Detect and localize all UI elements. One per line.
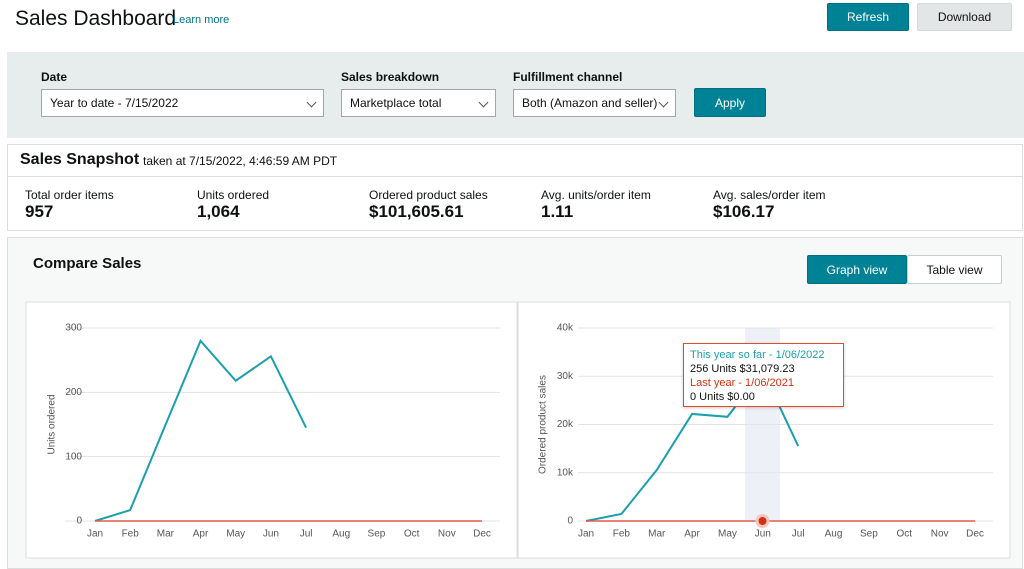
download-button[interactable]: Download	[917, 3, 1012, 31]
x-tick-label: Jul	[300, 529, 313, 540]
x-tick-label: Apr	[193, 529, 209, 540]
x-tick-label: Aug	[825, 529, 843, 540]
page-title: Sales Dashboard	[15, 7, 177, 30]
learn-more-link[interactable]: Learn more	[173, 14, 230, 26]
y-tick-label: 30k	[557, 371, 574, 382]
tooltip-line: 256 Units $31,079.23	[690, 363, 795, 375]
x-tick-label: Nov	[931, 529, 949, 540]
chart-box	[25, 301, 518, 559]
metric-label: Units ordered	[197, 188, 270, 202]
x-tick-label: Jan	[87, 529, 103, 540]
snapshot-title: Sales Snapshot	[20, 151, 140, 168]
snapshot-panel	[7, 144, 1023, 231]
tooltip-line: 0 Units $0.00	[690, 391, 755, 403]
x-tick-label: May	[226, 529, 245, 540]
series-line	[94, 339, 307, 522]
table-view-toggle[interactable]: Table view	[907, 255, 1002, 284]
y-tick-label: 40k	[557, 323, 574, 334]
refresh-button[interactable]: Refresh	[827, 3, 909, 31]
metric-label: Avg. sales/order item	[713, 188, 826, 202]
y-tick-label: 0	[567, 516, 573, 527]
compare-title: Compare Sales	[33, 255, 142, 272]
metric-value: 1,064	[197, 202, 240, 221]
apply-button[interactable]: Apply	[694, 88, 766, 117]
x-tick-label: Aug	[332, 529, 350, 540]
graph-view-toggle[interactable]: Graph view	[807, 255, 907, 284]
y-tick-label: 0	[76, 516, 82, 527]
x-tick-label: Mar	[157, 529, 175, 540]
y-tick-label: 100	[65, 451, 82, 462]
x-tick-label: Feb	[613, 529, 631, 540]
x-tick-label: May	[718, 529, 737, 540]
y-tick-label: 200	[65, 387, 82, 398]
metric-label: Ordered product sales	[369, 188, 488, 202]
y-tick-label: 10k	[557, 467, 574, 478]
x-tick-label: Sep	[860, 529, 878, 540]
tooltip: This year so far - 1/06/2022 256 Units $…	[683, 343, 844, 407]
tooltip-line: Last year - 1/06/2021	[690, 377, 794, 389]
x-tick-label: Apr	[684, 529, 700, 540]
date-select[interactable]: Year to date - 7/15/2022	[41, 89, 324, 117]
breakdown-select[interactable]: Marketplace total	[341, 89, 496, 117]
x-tick-label: Nov	[438, 529, 456, 540]
metric-label: Avg. units/order item	[541, 188, 651, 202]
y-axis-label: Units ordered	[47, 394, 58, 454]
x-tick-label: Dec	[966, 529, 984, 540]
metric-value: 1.11	[541, 202, 574, 221]
snapshot-time: taken at 7/15/2022, 4:46:59 AM PDT	[143, 154, 338, 168]
metric-label: Total order items	[25, 188, 114, 202]
filter-label: Sales breakdown	[341, 70, 440, 84]
tooltip-line: This year so far - 1/06/2022	[690, 349, 825, 361]
hover-dot	[758, 517, 767, 525]
x-tick-label: Oct	[896, 529, 912, 540]
channel-select[interactable]: Both (Amazon and seller)	[513, 89, 676, 117]
y-tick-label: 20k	[557, 419, 574, 430]
x-tick-label: Jan	[578, 529, 594, 540]
x-tick-label: Oct	[404, 529, 420, 540]
x-tick-label: Jul	[792, 529, 805, 540]
metric-value: $106.17	[713, 202, 775, 221]
x-tick-label: Jun	[263, 529, 279, 540]
x-tick-label: Mar	[648, 529, 666, 540]
filter-label: Fulfillment channel	[513, 70, 623, 84]
y-axis-label: Ordered product sales	[538, 375, 549, 474]
metric-value: 957	[25, 202, 54, 221]
x-tick-label: Sep	[368, 529, 386, 540]
x-tick-label: Feb	[122, 529, 140, 540]
metric-value: $101,605.61	[369, 202, 464, 221]
y-tick-label: 300	[65, 323, 82, 334]
x-tick-label: Dec	[473, 529, 491, 540]
x-tick-label: Jun	[755, 529, 771, 540]
divider	[7, 176, 1023, 177]
filter-label: Date	[41, 70, 68, 84]
